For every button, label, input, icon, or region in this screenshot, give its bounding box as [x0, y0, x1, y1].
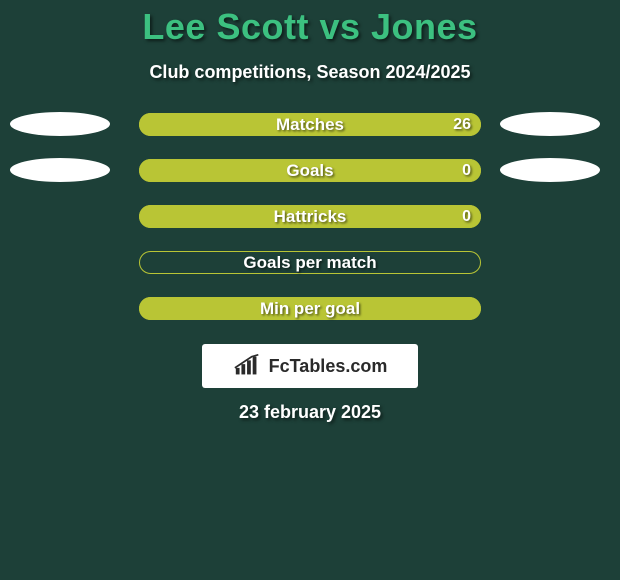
- comparison-card: Lee Scott vs Jones Club competitions, Se…: [0, 0, 620, 580]
- player-b-name: Jones: [371, 6, 478, 47]
- stat-row: Hattricks0: [0, 205, 620, 228]
- bar-fill-b: [139, 113, 481, 136]
- stat-bar: Matches26: [139, 113, 481, 136]
- logo-text: FcTables.com: [269, 356, 388, 377]
- stat-bar: Goals per match: [139, 251, 481, 274]
- bar-fill-b: [139, 205, 481, 228]
- bar-chart-icon: [233, 354, 263, 378]
- vs-separator: vs: [319, 6, 360, 47]
- player-b-badge: [500, 158, 600, 182]
- stat-rows: Matches26 Goals0 Hattricks0 Goals per match…: [0, 113, 620, 320]
- bar-fill-b: [139, 297, 481, 320]
- bar-fill-b: [139, 159, 481, 182]
- stat-bar: Min per goal: [139, 297, 481, 320]
- stat-row: Goals0: [0, 159, 620, 182]
- stat-bar: Goals0: [139, 159, 481, 182]
- stat-row: Min per goal: [0, 297, 620, 320]
- stat-row: Matches26: [0, 113, 620, 136]
- player-a-name: Lee Scott: [142, 6, 309, 47]
- subtitle: Club competitions, Season 2024/2025: [0, 62, 620, 83]
- stat-row: Goals per match: [0, 251, 620, 274]
- player-b-badge: [500, 112, 600, 136]
- date-label: 23 february 2025: [0, 402, 620, 423]
- site-logo[interactable]: FcTables.com: [202, 344, 418, 388]
- player-a-badge: [10, 112, 110, 136]
- bar-track: [139, 251, 481, 274]
- stat-bar: Hattricks0: [139, 205, 481, 228]
- player-a-badge: [10, 158, 110, 182]
- page-title: Lee Scott vs Jones: [0, 6, 620, 48]
